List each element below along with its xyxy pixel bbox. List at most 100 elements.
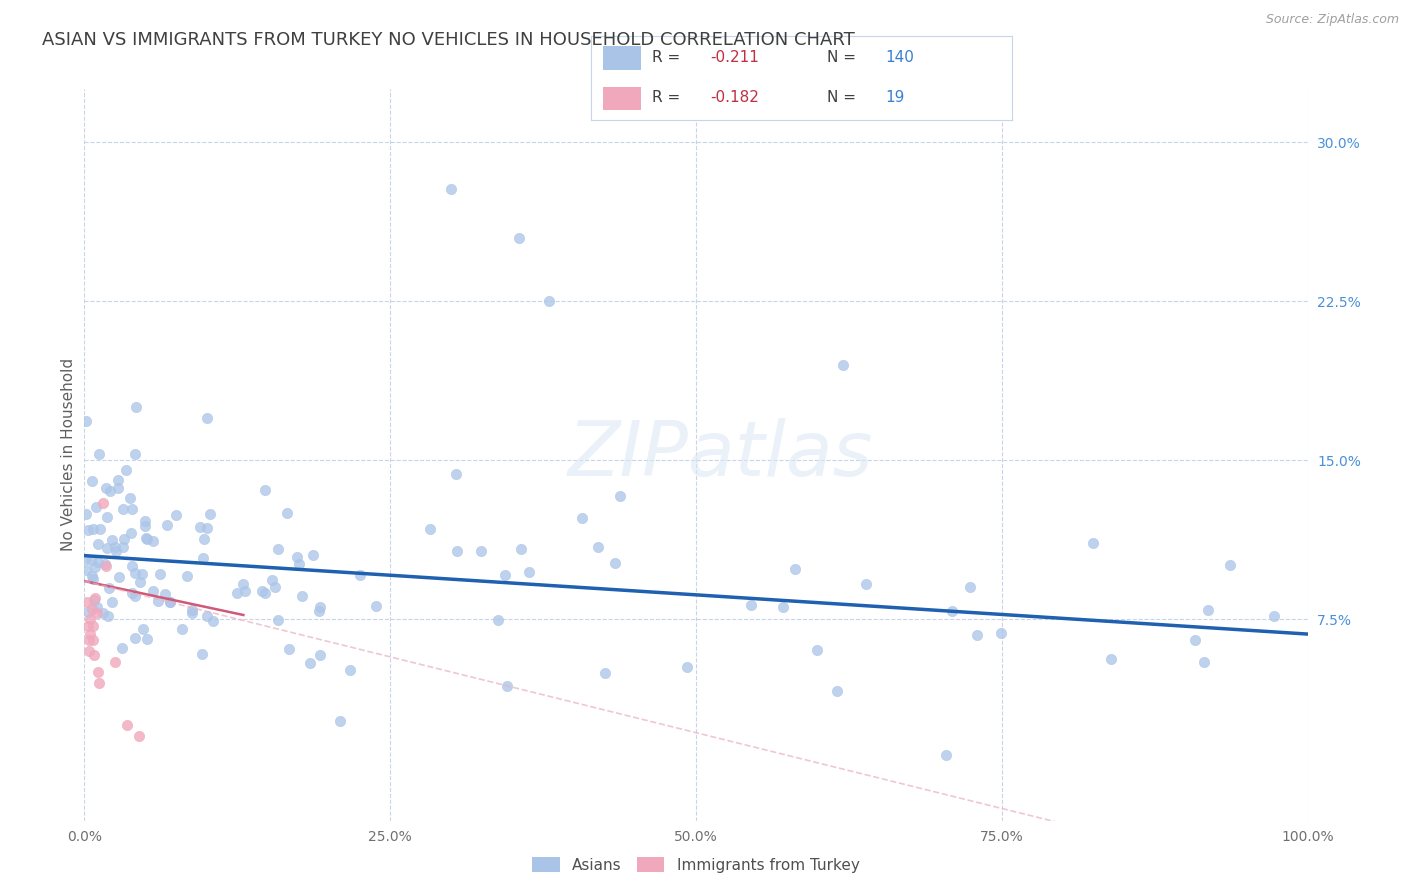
Text: R =: R = [651,50,685,65]
Point [89,522,111,536]
Point [339,663,361,677]
Point [1184,633,1206,648]
Text: ZIPatlas: ZIPatlas [568,418,873,491]
Point [86,606,108,620]
Point [349,568,371,582]
Point [740,599,762,613]
Point [200,507,222,521]
Point [129,575,152,590]
Point [134,519,156,533]
Point [114,463,136,477]
Point [124,447,146,461]
Point [170,623,193,637]
Point [193,532,215,546]
Point [195,608,218,623]
Point [301,548,323,562]
Point [149,567,172,582]
Point [364,599,387,613]
Point [134,514,156,528]
Point [84,559,107,574]
Point [75,507,97,521]
Point [84,591,107,605]
Point [266,542,288,557]
Point [165,508,187,522]
Point [267,613,290,627]
Point [79,612,101,626]
Point [118,491,141,505]
Point [188,520,211,534]
Point [128,729,150,743]
Point [494,567,516,582]
Point [1263,608,1285,623]
Point [94,558,117,572]
Point [288,557,311,571]
Point [156,517,179,532]
Point [159,595,181,609]
Text: -0.182: -0.182 [710,90,759,105]
Point [278,642,301,657]
Point [191,647,214,661]
Point [87,555,110,569]
Point [112,532,135,546]
Point [75,552,97,566]
Point [180,603,202,617]
Point [107,481,129,495]
Legend: Asians, Immigrants from Turkey: Asians, Immigrants from Turkey [526,851,866,879]
Text: N =: N = [827,90,860,105]
Point [571,511,593,525]
Point [1099,652,1122,666]
Point [84,500,107,514]
Point [783,562,806,576]
Point [226,586,249,600]
Point [201,614,224,628]
Point [586,541,609,555]
Point [291,589,314,603]
Point [108,570,131,584]
Point [82,572,104,586]
Point [990,626,1012,640]
Point [1081,536,1104,550]
Point [508,230,530,244]
Point [1197,603,1219,617]
Point [176,568,198,582]
Point [308,648,330,662]
Point [87,537,110,551]
Point [538,294,561,309]
Text: N =: N = [827,50,860,65]
Point [101,595,124,609]
Point [496,679,519,693]
Point [772,600,794,615]
Point [96,510,118,524]
Point [159,595,181,609]
Point [94,481,117,495]
Point [96,609,118,624]
Point [935,747,957,762]
Point [80,601,103,615]
Point [262,573,284,587]
Point [98,582,121,596]
Point [180,606,202,620]
Point [77,644,100,658]
Point [82,522,104,536]
Point [135,632,157,646]
Point [96,541,118,555]
Point [299,656,322,670]
Point [135,531,157,545]
Point [79,627,101,641]
Point [124,566,146,581]
Point [105,544,128,558]
Point [83,593,105,607]
Point [77,618,100,632]
Text: 140: 140 [886,50,915,65]
Point [87,665,110,680]
Point [195,521,218,535]
Point [124,631,146,645]
Bar [603,87,641,111]
Y-axis label: No Vehicles in Household: No Vehicles in Household [60,359,76,551]
Text: -0.211: -0.211 [710,50,759,65]
Point [91,495,114,509]
Point [121,586,143,600]
Point [264,581,287,595]
Point [107,473,129,487]
Point [136,532,159,546]
